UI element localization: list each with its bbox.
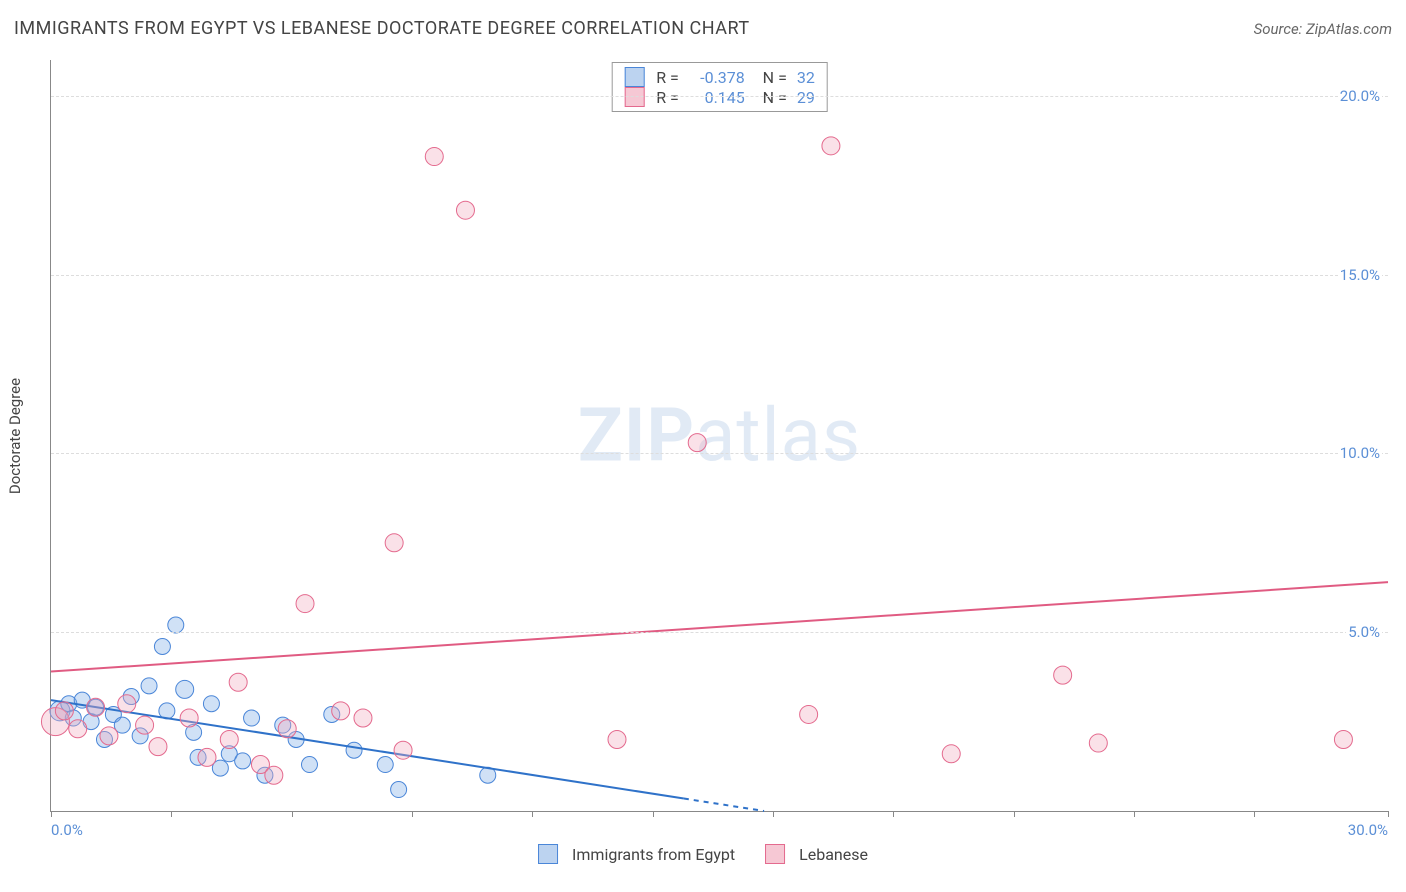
data-point bbox=[244, 710, 260, 726]
stat-n-value: 29 bbox=[797, 88, 815, 107]
legend-label: Immigrants from Egypt bbox=[572, 845, 735, 864]
data-point bbox=[168, 617, 184, 633]
data-point bbox=[229, 673, 247, 691]
data-point bbox=[394, 741, 412, 759]
data-point bbox=[1089, 734, 1107, 752]
data-point bbox=[136, 716, 154, 734]
data-point bbox=[220, 730, 238, 748]
data-point bbox=[100, 727, 118, 745]
bottom-legend: Immigrants from Egypt Lebanese bbox=[538, 844, 868, 864]
x-tick bbox=[1014, 811, 1015, 817]
legend-item: Immigrants from Egypt bbox=[538, 844, 735, 864]
stats-row: R = 0.145 N = 29 bbox=[624, 87, 815, 107]
gridline bbox=[51, 96, 1388, 97]
y-tick-label: 15.0% bbox=[1338, 266, 1382, 284]
chart-source: Source: ZipAtlas.com bbox=[1254, 20, 1392, 38]
x-tick bbox=[653, 811, 654, 817]
x-tick bbox=[292, 811, 293, 817]
x-tick bbox=[51, 811, 52, 817]
x-tick bbox=[532, 811, 533, 817]
x-tick bbox=[1134, 811, 1135, 817]
data-point bbox=[55, 702, 73, 720]
gridline bbox=[51, 632, 1388, 633]
data-point bbox=[456, 201, 474, 219]
x-tick bbox=[1254, 811, 1255, 817]
y-tick-label: 10.0% bbox=[1338, 444, 1382, 462]
legend-swatch bbox=[624, 87, 644, 107]
x-tick-label-right: 30.0% bbox=[1348, 821, 1388, 839]
title-bar: IMMIGRANTS FROM EGYPT VS LEBANESE DOCTOR… bbox=[14, 18, 1392, 39]
data-point bbox=[1054, 666, 1072, 684]
data-point bbox=[800, 705, 818, 723]
stat-r-value: 0.145 bbox=[689, 88, 745, 107]
data-point bbox=[1334, 730, 1352, 748]
data-point bbox=[301, 757, 317, 773]
y-axis-label: Doctorate Degree bbox=[6, 377, 24, 493]
data-point bbox=[278, 720, 296, 738]
legend-item: Lebanese bbox=[765, 844, 868, 864]
data-point bbox=[141, 678, 157, 694]
stat-n-label: N = bbox=[751, 88, 791, 107]
data-point bbox=[354, 709, 372, 727]
stats-row: R = -0.378 N = 32 bbox=[624, 67, 815, 87]
data-point bbox=[332, 702, 350, 720]
x-tick bbox=[893, 811, 894, 817]
data-point bbox=[154, 638, 170, 654]
stat-n-label: N = bbox=[751, 68, 791, 87]
y-tick-label: 20.0% bbox=[1338, 87, 1382, 105]
data-point bbox=[688, 434, 706, 452]
gridline bbox=[51, 275, 1388, 276]
data-point bbox=[391, 782, 407, 798]
data-point bbox=[822, 137, 840, 155]
data-point bbox=[377, 757, 393, 773]
data-point bbox=[149, 738, 167, 756]
data-point bbox=[69, 720, 87, 738]
data-point bbox=[87, 698, 105, 716]
stat-n-value: 32 bbox=[797, 68, 815, 87]
stat-r-label: R = bbox=[656, 88, 683, 107]
legend-label: Lebanese bbox=[799, 845, 868, 864]
stat-r-label: R = bbox=[656, 68, 683, 87]
x-tick bbox=[1388, 811, 1389, 817]
data-point bbox=[942, 745, 960, 763]
data-point bbox=[235, 753, 251, 769]
data-point bbox=[203, 696, 219, 712]
chart-title: IMMIGRANTS FROM EGYPT VS LEBANESE DOCTOR… bbox=[14, 18, 750, 39]
data-point bbox=[385, 534, 403, 552]
data-point bbox=[265, 766, 283, 784]
data-point bbox=[180, 709, 198, 727]
legend-swatch bbox=[765, 844, 785, 864]
stats-box: R = -0.378 N = 32R = 0.145 N = 29 bbox=[611, 62, 828, 112]
data-point bbox=[296, 595, 314, 613]
data-point bbox=[346, 742, 362, 758]
trend-line bbox=[51, 582, 1388, 671]
x-tick bbox=[773, 811, 774, 817]
data-point bbox=[425, 148, 443, 166]
legend-swatch bbox=[538, 844, 558, 864]
x-tick bbox=[171, 811, 172, 817]
chart-svg bbox=[51, 60, 1388, 811]
x-tick-label-left: 0.0% bbox=[51, 821, 83, 839]
data-point bbox=[118, 695, 136, 713]
x-tick bbox=[412, 811, 413, 817]
legend-swatch bbox=[624, 67, 644, 87]
plot-area: Doctorate Degree ZIPatlas R = -0.378 N =… bbox=[50, 60, 1388, 812]
gridline bbox=[51, 453, 1388, 454]
y-tick-label: 5.0% bbox=[1346, 623, 1382, 641]
data-point bbox=[176, 680, 194, 698]
data-point bbox=[198, 748, 216, 766]
data-point bbox=[608, 730, 626, 748]
stat-r-value: -0.378 bbox=[689, 68, 745, 87]
trend-line-dashed bbox=[684, 799, 764, 811]
